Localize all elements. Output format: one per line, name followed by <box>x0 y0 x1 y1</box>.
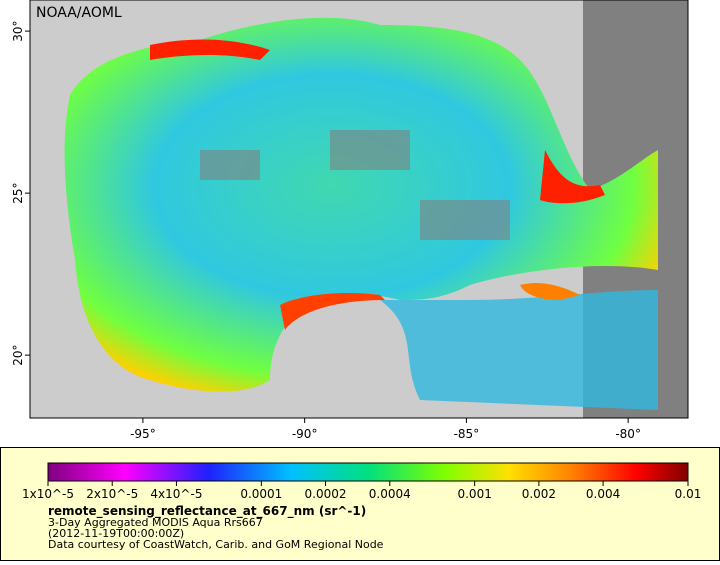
y-tick-label: 30° <box>11 20 25 41</box>
colorbar-tick-label: 0.001 <box>457 487 491 501</box>
colorbar-tick-label: 0.0002 <box>305 487 347 501</box>
y-tick-label: 20° <box>11 344 25 365</box>
map-area: NOAA/AOML <box>29 0 689 419</box>
colorbar <box>47 462 689 482</box>
colorbar-tick-label: 0.0004 <box>369 487 411 501</box>
x-tick-label: -85° <box>454 427 480 441</box>
x-tick-label: -80° <box>615 427 641 441</box>
legend-line: (2012-11-19T00:00:00Z) <box>48 527 184 540</box>
x-tick-label: -95° <box>130 427 156 441</box>
coastal-band <box>520 283 580 300</box>
colorbar-tick-label: 0.002 <box>522 487 556 501</box>
colorbar-tick-label: 0.004 <box>586 487 620 501</box>
colorbar-tick-label: 0.0001 <box>240 487 282 501</box>
cloud-patch <box>330 130 410 170</box>
cloud-patch <box>420 200 510 240</box>
legend-line: Data courtesy of CoastWatch, Carib. and … <box>48 538 384 551</box>
colorbar-tick-label: 1x10^-5 <box>22 487 74 501</box>
caribbean-water <box>380 290 658 410</box>
colorbar-tick-label: 4x10^-5 <box>150 487 202 501</box>
gulf-water <box>64 17 659 392</box>
y-tick-label: 25° <box>11 182 25 203</box>
x-tick-label: -90° <box>292 427 318 441</box>
coastal-band <box>150 39 270 60</box>
legend-variable: remote_sensing_reflectance_at_667_nm (sr… <box>48 504 366 519</box>
coastal-band <box>540 150 605 204</box>
legend-line: 3-Day Aggregated MODIS Aqua Rrs667 <box>48 516 263 529</box>
cloud-patch <box>200 150 260 180</box>
colorbar-tick-label: 0.01 <box>675 487 702 501</box>
credit: NOAA/AOML <box>36 5 122 21</box>
coastal-band <box>280 293 385 330</box>
map-frame <box>29 0 689 419</box>
colorbar-tick-label: 2x10^-5 <box>86 487 138 501</box>
